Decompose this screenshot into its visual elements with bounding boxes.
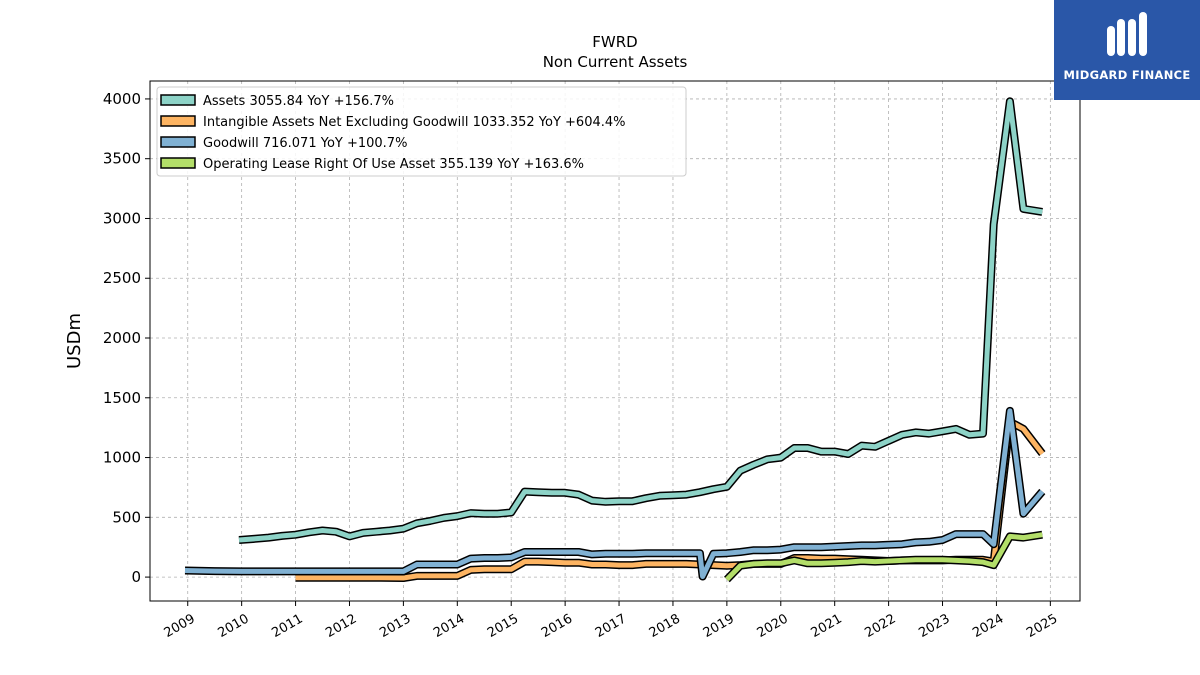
x-tick-label: 2014 — [431, 611, 467, 641]
midgard-finance-logo: MIDGARD FINANCE — [1054, 0, 1200, 100]
x-tick-label: 2011 — [269, 611, 305, 641]
series-line-0 — [238, 98, 1043, 543]
series-lines — [184, 97, 1046, 583]
x-tick-label: 2013 — [377, 611, 413, 641]
x-tick-label: 2024 — [970, 611, 1006, 641]
y-tick-label: 500 — [112, 508, 141, 526]
y-tick-label: 2000 — [103, 329, 141, 347]
y-tick-label: 3500 — [103, 150, 141, 168]
y-tick-label: 1500 — [103, 389, 141, 407]
series-line-2 — [184, 408, 1045, 579]
legend-swatch — [160, 136, 196, 148]
legend-label: Goodwill 716.071 YoY +100.7% — [203, 136, 407, 151]
logo-text: MIDGARD FINANCE — [1063, 68, 1191, 82]
legend-box — [156, 86, 687, 177]
x-tick-label: 2022 — [862, 611, 898, 641]
x-tick-label: 2017 — [593, 611, 629, 641]
x-tick-label: 2016 — [539, 611, 575, 641]
logo-mark-icon — [1107, 12, 1147, 56]
legend-label: Intangible Assets Net Excluding Goodwill… — [203, 115, 626, 130]
legend-label: Operating Lease Right Of Use Asset 355.1… — [203, 157, 584, 172]
y-tick-label: 2500 — [103, 269, 141, 287]
plot-frame — [149, 80, 1081, 602]
y-tick-label: 0 — [131, 568, 141, 586]
legend-swatch — [160, 115, 196, 127]
x-tick-label: 2021 — [809, 611, 845, 641]
y-tick-label: 3000 — [103, 209, 141, 227]
x-tick-label: 2010 — [215, 611, 251, 641]
y-tick-label: 4000 — [103, 90, 141, 108]
x-tick-label: 2020 — [755, 611, 791, 641]
x-tick-label: 2018 — [647, 611, 683, 641]
x-tick-label: 2012 — [323, 611, 359, 641]
legend: Assets 3055.84 YoY +156.7% Intangible Ass… — [156, 86, 687, 177]
chart-subtitle: Non Current Assets — [542, 53, 688, 71]
y-tick-label: 1000 — [103, 449, 141, 467]
y-axis-label: USDm — [64, 313, 85, 369]
series-line-3 — [725, 532, 1043, 582]
x-tick-label: 2015 — [485, 611, 521, 641]
legend-swatch — [160, 157, 196, 169]
x-tick-label: 2023 — [916, 611, 952, 641]
x-tick-label: 2009 — [162, 611, 198, 641]
legend-label: Assets 3055.84 YoY +156.7% — [203, 94, 394, 109]
chart-title: FWRD — [592, 33, 638, 51]
legend-swatch — [160, 94, 196, 106]
x-tick-label: 2019 — [701, 611, 737, 641]
x-tick-label: 2025 — [1024, 611, 1060, 641]
